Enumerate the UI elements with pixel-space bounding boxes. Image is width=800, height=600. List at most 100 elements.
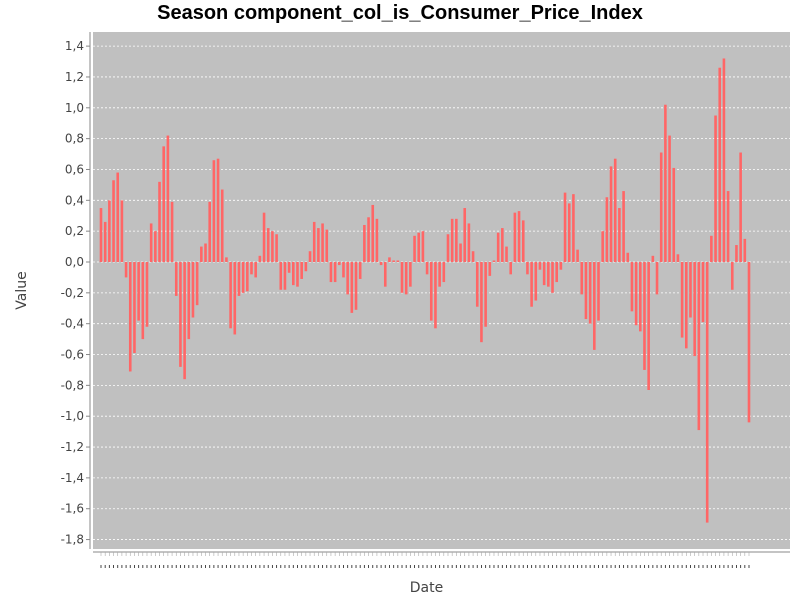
bar [409,262,412,287]
bar [191,262,195,318]
plot-area [93,32,790,549]
bar [262,212,266,262]
bar [287,262,291,273]
bar [639,262,642,332]
bar [747,262,751,423]
bar [308,251,312,262]
bar [417,232,421,262]
y-axis: 1,4 1,2 1,0 0,8 0,6 0,4 0,2 0,0 -0,2 -0,4 -0,6 -0,8… [61,32,91,549]
bar [141,262,145,340]
bar [450,218,454,262]
y-tick-label: -1,0 [61,409,84,423]
y-tick-label: 1,4 [65,39,84,53]
bar [200,246,203,262]
bar [179,262,182,367]
bar [300,262,303,279]
bar [220,189,224,262]
bar [501,228,504,262]
bar [492,260,496,262]
bar [580,262,584,295]
bar [108,200,111,262]
bar [705,262,709,523]
bar [475,262,479,307]
bar [693,262,696,357]
bar [154,231,157,262]
bar [722,58,726,263]
bar [271,231,274,262]
bar [237,262,241,296]
y-tick-label: 0,0 [65,255,84,269]
x-axis-label: Date [410,580,443,596]
bar [392,260,395,262]
bar [743,238,747,262]
bar [534,262,538,301]
bar [676,254,680,262]
bar [258,255,262,262]
bar [714,115,717,262]
bar [354,262,358,310]
bar [701,262,705,323]
bar [559,262,563,270]
bar [204,243,207,262]
bar [718,67,722,263]
bar [350,262,354,313]
bar [471,251,475,262]
bar [338,262,341,266]
bar [697,262,701,431]
bar [149,223,153,262]
bar [551,262,554,293]
bar [626,252,630,262]
bar [739,152,742,262]
bar [664,104,667,262]
bar [651,255,655,262]
bar [425,262,429,275]
bar [684,262,688,349]
bar [509,262,512,275]
bar [680,262,684,338]
y-tick-label: 0,2 [65,224,84,238]
bar [726,191,730,262]
bar [358,262,362,279]
bar [229,262,232,329]
bar [195,262,199,306]
bar [530,262,533,307]
bar [99,208,103,262]
bar [496,232,500,262]
bar [396,260,400,262]
bar [137,262,140,321]
y-tick-label: 0,8 [65,132,84,146]
bar [103,221,107,262]
bar [442,262,446,283]
y-tick-label: 0,6 [65,162,84,176]
x-axis [93,551,790,568]
y-tick-label: -1,4 [61,471,84,485]
bar [659,152,663,262]
bar [429,262,433,321]
y-tick-label: -0,4 [61,317,84,331]
bar [505,246,508,262]
bar [572,194,575,262]
bar [112,180,115,262]
bar [145,262,149,327]
bar [618,208,621,262]
bar [613,158,617,262]
bar [421,231,425,262]
bar [605,197,609,262]
bar [383,262,387,287]
bar [710,235,713,262]
bar [333,262,337,283]
y-tick-label: 1,0 [65,101,84,115]
bar [480,262,483,343]
bar [730,262,734,290]
bar [379,262,383,266]
bar [609,166,613,262]
y-tick-label: 1,2 [65,70,84,84]
bar [158,181,161,262]
bar [321,223,324,262]
chart-title: Season component_col_is_Consumer_Price_I… [157,2,643,24]
bar [597,262,600,321]
bar [241,262,245,293]
bar [212,160,216,262]
bar [538,262,542,270]
bar [467,223,471,262]
